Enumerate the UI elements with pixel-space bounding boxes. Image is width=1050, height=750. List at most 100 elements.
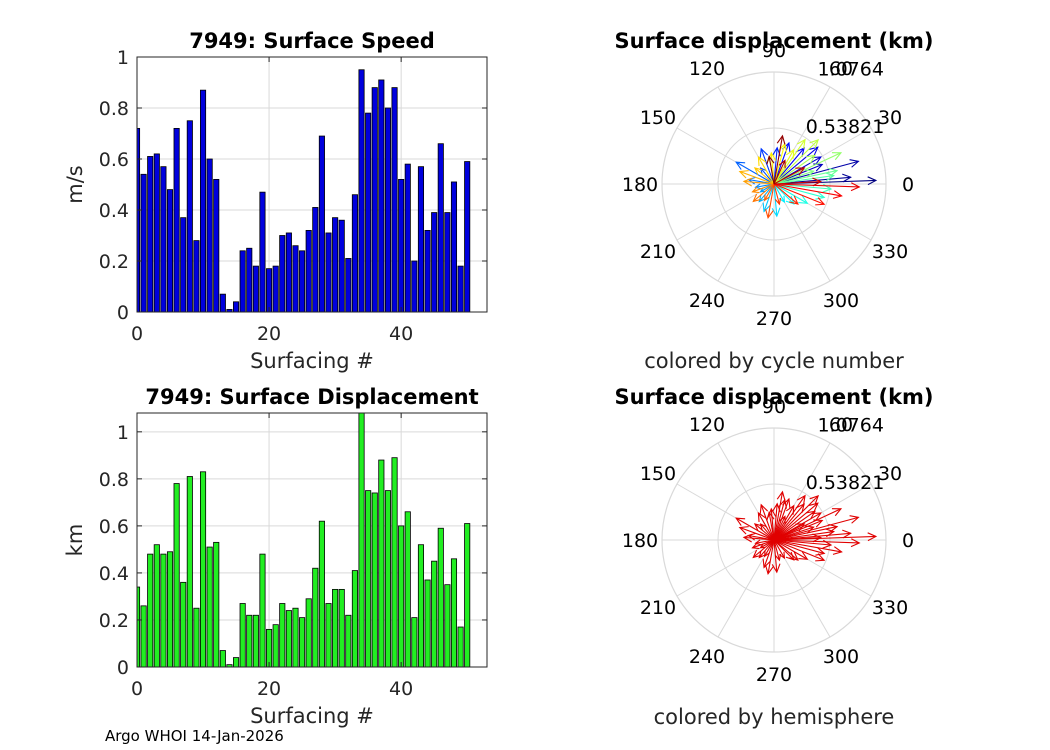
arrow-shaft	[773, 539, 808, 560]
arrow-head	[789, 195, 799, 205]
bar	[351, 570, 358, 668]
arrow-head	[742, 177, 753, 187]
arrow-head	[828, 523, 839, 533]
arrow-head	[842, 529, 852, 539]
x-tick-label: 40	[389, 323, 413, 345]
arrow-head	[751, 542, 760, 550]
x-tick-label: 0	[131, 678, 143, 700]
arrow-shaft	[773, 139, 819, 185]
bar	[239, 250, 246, 313]
arrow-shaft	[768, 156, 775, 185]
arrow-shaft	[773, 139, 806, 185]
compass-by-hemisphere: Surface displacement (km) 0 30 60 90 120 150 18…	[614, 385, 933, 729]
arrow-head	[798, 195, 809, 204]
displacement-arrow	[758, 539, 775, 559]
bar	[424, 229, 431, 313]
displacement-arrow	[752, 183, 775, 203]
surface-displacement-chart: 0 0.2 0.4 0.6 0.8 1 0 20 40 7949: Surface Displac…	[63, 385, 488, 728]
arrow-head	[867, 532, 878, 542]
displacement-arrow	[751, 183, 775, 194]
displacement-arrow	[765, 539, 775, 576]
arrow-head	[815, 553, 826, 562]
arrow-shaft	[735, 517, 775, 541]
arrow-head	[759, 147, 769, 158]
arrow-head	[842, 173, 852, 183]
angle-label: 90	[762, 40, 786, 62]
bar	[365, 490, 372, 668]
arrow-shaft	[773, 183, 799, 205]
arrow-head	[758, 194, 766, 203]
arrow-shaft	[773, 539, 860, 544]
displacement-arrow	[773, 169, 815, 185]
displacement-arrow	[759, 167, 775, 185]
angle-label: 330	[872, 597, 908, 619]
angle-label: 270	[756, 664, 792, 686]
x-tick-label: 0	[131, 323, 143, 345]
arrow-head	[774, 197, 782, 206]
arrow-head	[782, 141, 791, 152]
arrow-head	[765, 209, 774, 220]
bar	[345, 614, 352, 668]
displacement-arrow	[764, 183, 775, 202]
bar	[285, 610, 292, 668]
displacement-arrow	[764, 539, 775, 558]
angle-label: 240	[689, 290, 725, 312]
angle-label: 180	[622, 530, 658, 552]
bar	[252, 614, 259, 668]
arrow-head	[811, 512, 822, 521]
arrow-shaft	[773, 183, 808, 204]
displacement-arrow	[773, 525, 815, 541]
angle-label: 0	[902, 174, 914, 196]
displacement-arrow	[773, 159, 786, 185]
arrow-shaft	[773, 135, 784, 185]
displacement-arrow	[759, 147, 775, 185]
arrow-head	[804, 525, 815, 534]
arrow-head	[754, 183, 762, 190]
bar	[450, 181, 458, 313]
angle-label: 300	[823, 290, 859, 312]
arrow-shaft	[773, 537, 821, 541]
arrow-shaft	[773, 160, 786, 185]
displacement-arrow	[752, 539, 775, 559]
angle-label: 150	[640, 463, 676, 485]
displacement-arrow	[773, 152, 843, 185]
arrow-head	[766, 155, 775, 165]
x-axis-label: Surfacing #	[250, 704, 374, 728]
bar	[378, 79, 385, 313]
bar	[318, 520, 325, 668]
arrow-head	[825, 172, 836, 182]
y-tick-label: 0.8	[99, 98, 129, 120]
displacement-arrow	[753, 523, 775, 541]
y-tick-label: 0	[117, 657, 129, 679]
bar	[358, 412, 365, 668]
arrow-shaft	[773, 152, 842, 185]
arrow-shaft	[773, 149, 795, 185]
arrow-shaft	[773, 516, 859, 541]
displacement-arrow	[753, 167, 775, 185]
bar	[213, 178, 220, 313]
arrow-head	[757, 511, 767, 522]
displacement-arrow	[773, 539, 809, 560]
arrow-shaft	[773, 526, 838, 541]
bar	[180, 581, 187, 668]
arrow-shaft	[773, 539, 825, 561]
angle-label: 180	[622, 174, 658, 196]
displacement-arrow	[773, 523, 806, 541]
bar	[266, 268, 273, 313]
bar	[305, 598, 312, 668]
arrow-shaft	[773, 181, 821, 185]
y-tick-label: 0.2	[99, 251, 129, 273]
bar	[206, 158, 213, 313]
arrow-head	[771, 563, 781, 574]
arrow-head	[796, 138, 806, 149]
displacement-arrow	[773, 539, 799, 561]
bar	[199, 89, 207, 313]
arrow-shaft	[773, 170, 814, 185]
y-axis-label: m/s	[63, 165, 87, 203]
arrow-shaft	[743, 180, 775, 185]
arrow-shaft	[754, 167, 775, 185]
arrow-head	[828, 167, 839, 177]
bar	[186, 476, 193, 668]
displacement-arrow	[759, 503, 775, 541]
bar	[332, 588, 339, 668]
